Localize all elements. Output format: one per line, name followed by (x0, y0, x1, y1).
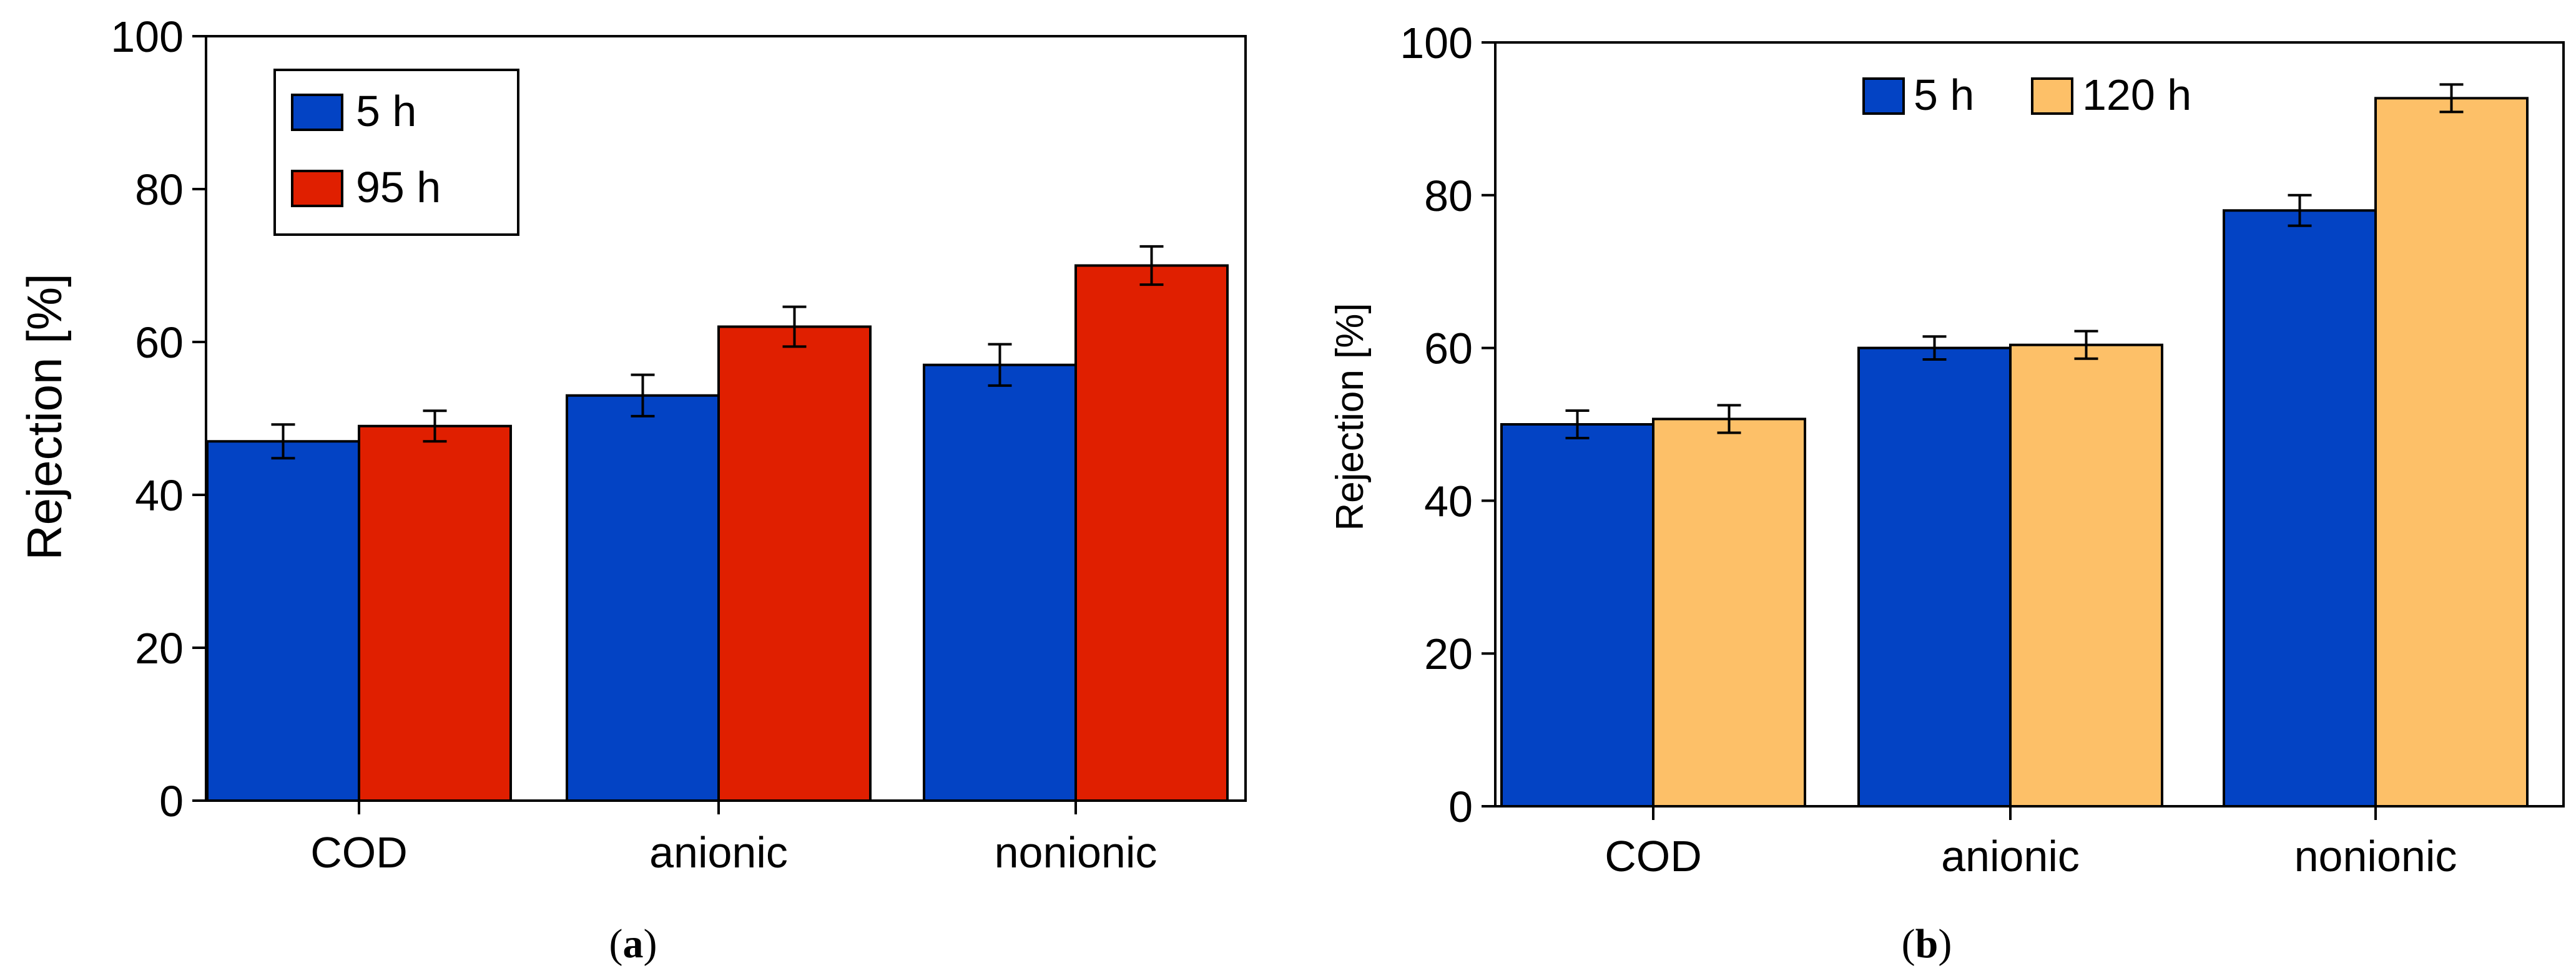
legend: 5 h 95 h (273, 69, 519, 236)
y-tick-label: 40 (1424, 477, 1473, 525)
bar-5h-nonionic (2223, 209, 2377, 808)
y-tick-label: 80 (135, 165, 184, 214)
bar-5h-COD (1500, 423, 1654, 808)
x-tick-label: nonionic (2294, 832, 2457, 881)
y-tick-label: 60 (135, 318, 184, 367)
panel-letter: a (623, 921, 644, 967)
bar-120h-COD (1652, 417, 1806, 808)
x-tick-label: anionic (649, 828, 788, 877)
legend-label: 5 h (1914, 71, 1974, 119)
legend-label: 5 h (356, 87, 416, 135)
y-tick-label: 60 (1424, 325, 1473, 373)
y-tick-label: 20 (135, 624, 184, 673)
y-axis-label: Rejection [%] (17, 273, 72, 560)
legend-label: 95 h (356, 163, 441, 212)
y-tick-label: 100 (111, 12, 184, 61)
y-tick-label: 0 (1448, 783, 1473, 831)
legend-swatch (291, 170, 343, 207)
bar-5h-anionic (566, 394, 720, 802)
chart-panel-b: 0 20 40 60 80 100 Rejection [%] COD anionic nonio… (1329, 19, 2565, 967)
bar-95h-nonionic (1074, 264, 1229, 802)
x-tick-label: COD (1605, 832, 1702, 881)
bar-120h-nonionic (2374, 97, 2529, 808)
chart-panel-a: 0 20 40 60 80 100 Rejection [%] COD anionic nonio… (17, 12, 1247, 967)
x-tick-label: anionic (1941, 832, 2080, 881)
panel-label: (a) (609, 921, 657, 967)
bar-95h-COD (358, 424, 512, 802)
y-axis-label: Rejection [%] (1329, 303, 1372, 530)
bar-95h-anionic (717, 325, 872, 802)
y-tick-label: 100 (1400, 19, 1473, 67)
bar-5h-anionic (1857, 346, 2012, 808)
legend-swatch (2031, 77, 2073, 115)
panel-letter: b (1915, 921, 1939, 967)
panel-label: (b) (1902, 921, 1952, 967)
y-tick-label: 80 (1424, 172, 1473, 220)
y-tick-label: 20 (1424, 630, 1473, 678)
legend-label: 120 h (2082, 71, 2191, 119)
y-tick-label: 0 (159, 777, 184, 826)
bar-5h-COD (206, 440, 360, 802)
bar-5h-nonionic (923, 363, 1077, 802)
legend: 5 h 120 h (1862, 71, 2191, 119)
x-tick-label: nonionic (995, 828, 1158, 877)
y-tick-label: 40 (135, 471, 184, 520)
legend-swatch (1862, 77, 1905, 115)
legend-swatch (291, 94, 343, 131)
bar-120h-anionic (2009, 343, 2163, 808)
x-tick-label: COD (310, 828, 408, 877)
